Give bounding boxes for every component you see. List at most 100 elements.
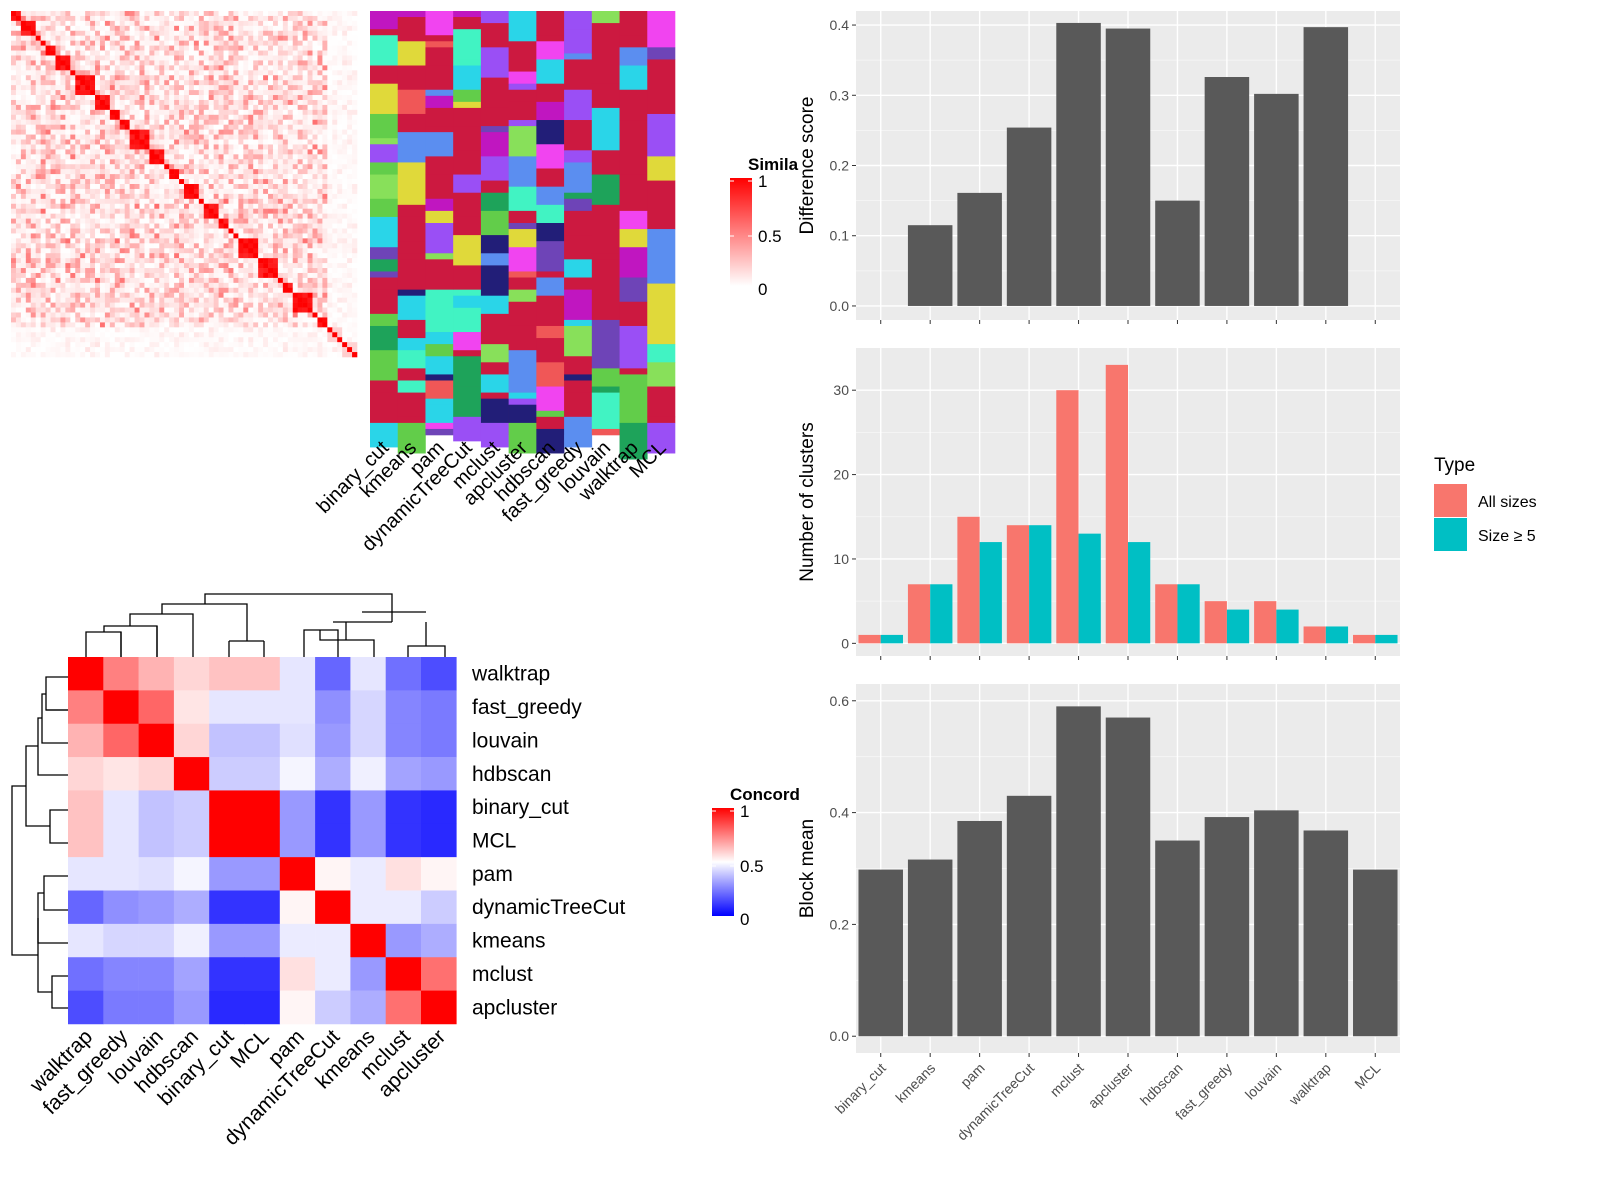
similarity-cell (104, 179, 111, 185)
similarity-cell (149, 45, 155, 51)
similarity-cell (297, 277, 303, 284)
similarity-cell (263, 263, 269, 269)
similarity-cell (233, 327, 239, 333)
similarity-cell (223, 263, 229, 269)
similarity-cell (258, 104, 264, 111)
similarity-cell (203, 25, 210, 32)
similarity-cell (159, 124, 165, 130)
similarity-cell (154, 50, 160, 56)
similarity-cell (90, 198, 96, 205)
similarity-cell (95, 60, 101, 66)
similarity-cell (85, 332, 91, 338)
similarity-cell (297, 11, 303, 17)
similarity-cell (159, 85, 165, 91)
similarity-cell (99, 243, 106, 249)
similarity-cell (292, 238, 298, 244)
similarity-cell (25, 119, 32, 125)
similarity-cell (20, 253, 27, 259)
similarity-cell (322, 119, 328, 125)
similarity-cell (352, 40, 358, 46)
similarity-cell (342, 159, 348, 165)
similarity-cell (347, 55, 353, 61)
similarity-cell (258, 268, 264, 274)
similarity-cell (109, 332, 116, 338)
similarity-cell (25, 35, 32, 41)
similarity-cell (20, 243, 27, 249)
similarity-cell (317, 60, 323, 66)
similarity-cell (80, 193, 86, 200)
similarity-cell (332, 75, 338, 81)
similarity-cell (272, 292, 279, 298)
similarity-cell (114, 11, 121, 17)
similarity-cell (218, 154, 224, 160)
similarity-cell (297, 302, 303, 308)
membership-cell (453, 150, 482, 175)
similarity-cell (184, 25, 190, 32)
similarity-cell (307, 233, 313, 239)
similarity-cell (159, 347, 165, 353)
similarity-cell (223, 198, 229, 205)
similarity-cell (233, 297, 239, 303)
similarity-cell (238, 129, 244, 135)
similarity-cell (129, 80, 135, 86)
similarity-cell (287, 179, 294, 185)
similarity-cell (198, 243, 205, 249)
similarity-cell (282, 228, 289, 234)
similarity-cell (85, 248, 91, 254)
similarity-cell (218, 179, 224, 185)
similarity-cell (20, 193, 27, 200)
similarity-cell (75, 70, 81, 76)
similarity-cell (85, 35, 91, 41)
similarity-cell (327, 193, 333, 200)
similarity-cell (99, 104, 106, 111)
similarity-cell (297, 268, 303, 274)
similarity-cell (337, 243, 343, 249)
similarity-cell (85, 129, 91, 135)
similarity-cell (337, 99, 343, 106)
similarity-cell (114, 228, 121, 234)
similarity-cell (322, 159, 328, 165)
similarity-cell (272, 248, 279, 254)
similarity-cell (80, 188, 86, 195)
similarity-cell (70, 352, 76, 358)
similarity-cell (213, 198, 219, 205)
similarity-cell (297, 149, 303, 155)
similarity-cell (188, 164, 195, 170)
similarity-cell (297, 322, 303, 328)
similarity-cell (11, 25, 17, 32)
similarity-cell (213, 337, 219, 343)
similarity-cell (332, 352, 338, 358)
similarity-cell (352, 104, 358, 111)
similarity-cell (90, 203, 96, 210)
similarity-cell (233, 228, 239, 234)
similarity-cell (134, 169, 140, 175)
similarity-cell (342, 223, 348, 229)
similarity-cell (159, 312, 165, 318)
similarity-cell (109, 352, 116, 358)
similarity-cell (337, 30, 343, 37)
similarity-cell (352, 238, 358, 244)
similarity-cell (238, 352, 244, 358)
similarity-cell (228, 253, 234, 259)
similarity-cell (15, 109, 22, 116)
similarity-cell (352, 109, 358, 116)
similarity-cell (99, 253, 106, 259)
similarity-cell (164, 184, 170, 190)
similarity-cell (99, 70, 106, 76)
similarity-cell (124, 75, 130, 81)
similarity-cell (45, 213, 51, 219)
similarity-cell (159, 342, 165, 348)
similarity-cell (208, 292, 214, 298)
similarity-cell (218, 35, 224, 41)
similarity-cell (258, 258, 264, 264)
similarity-cell (322, 85, 328, 91)
similarity-cell (55, 144, 61, 150)
similarity-cell (203, 119, 210, 125)
similarity-cell (99, 203, 106, 210)
similarity-cell (159, 322, 165, 328)
similarity-cell (144, 322, 150, 328)
similarity-cell (35, 272, 41, 279)
similarity-cell (99, 272, 106, 279)
similarity-cell (55, 213, 61, 219)
similarity-cell (277, 154, 284, 160)
